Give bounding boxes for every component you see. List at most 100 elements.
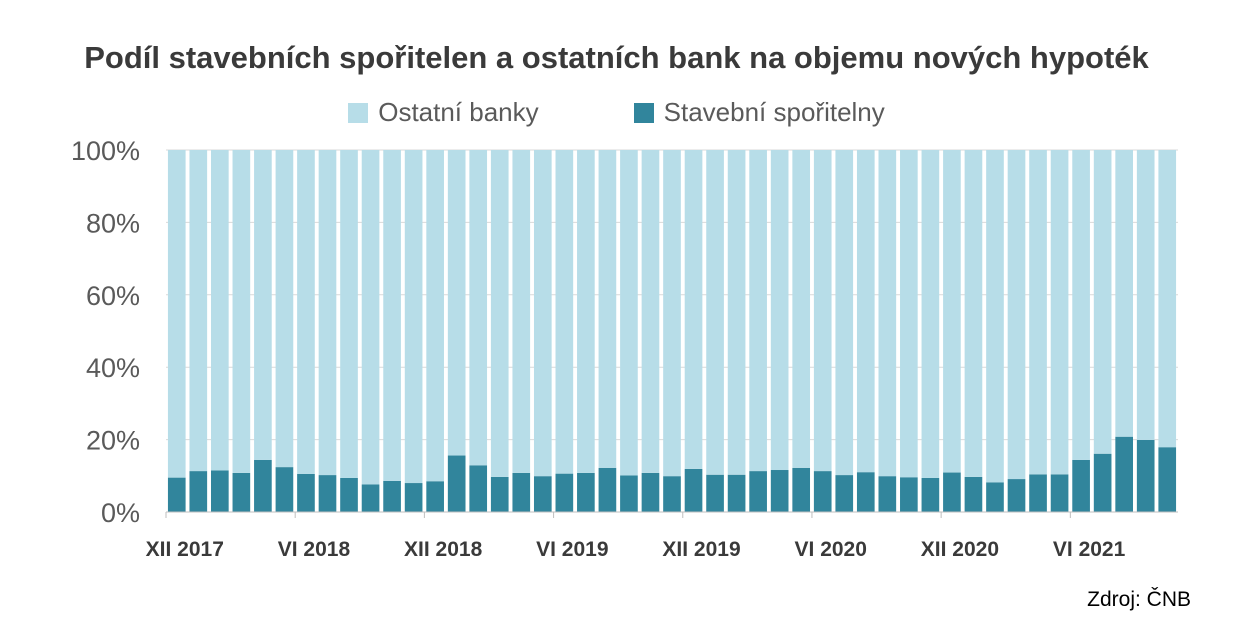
bar-ostatni-banky xyxy=(297,150,315,474)
bar-stavebni-sporitelny xyxy=(749,471,767,512)
y-tick-label: 60% xyxy=(86,281,140,311)
legend: Ostatní banky Stavební spořitelny xyxy=(0,97,1233,128)
bar-ostatni-banky xyxy=(663,150,681,477)
bar-ostatni-banky xyxy=(490,150,509,477)
bar-stavebni-sporitelny xyxy=(878,476,897,512)
bar-ostatni-banky xyxy=(167,150,186,478)
bar-stavebni-sporitelny xyxy=(598,467,617,512)
chart-title: Podíl stavebních spořitelen a ostatních … xyxy=(84,40,1149,75)
bar-stavebni-sporitelny xyxy=(620,475,638,512)
bar-ostatni-banky xyxy=(361,150,380,485)
bar-ostatni-banky xyxy=(426,150,444,482)
bar-stavebni-sporitelny xyxy=(770,470,789,512)
bar-ostatni-banky xyxy=(1072,150,1090,460)
bar-ostatni-banky xyxy=(964,150,983,477)
bar-ostatni-banky xyxy=(1115,150,1133,437)
bar-ostatni-banky xyxy=(986,150,1004,483)
bar-ostatni-banky xyxy=(921,150,940,478)
y-tick-label: 80% xyxy=(86,208,140,238)
bar-stavebni-sporitelny xyxy=(447,455,466,512)
bar-ostatni-banky xyxy=(706,150,724,475)
bar-ostatni-banky xyxy=(447,150,466,456)
legend-swatch-stavebni-sporitelny xyxy=(633,102,654,123)
bar-ostatni-banky xyxy=(684,150,703,469)
bar-stavebni-sporitelny xyxy=(533,476,552,512)
bar-stavebni-sporitelny xyxy=(383,480,401,512)
bar-stavebni-sporitelny xyxy=(813,471,832,512)
bar-ostatni-banky xyxy=(856,150,875,473)
bar-stavebni-sporitelny xyxy=(1158,447,1177,512)
legend-label-stavebni-sporitelny: Stavební spořitelny xyxy=(663,97,885,127)
bar-stavebni-sporitelny xyxy=(856,472,875,512)
y-tick-label: 0% xyxy=(101,498,140,528)
bar-stavebni-sporitelny xyxy=(900,477,918,512)
bar-stavebni-sporitelny xyxy=(167,477,186,512)
x-tick-label: XII 2017 xyxy=(146,538,224,561)
x-tick-label: XII 2018 xyxy=(404,538,483,561)
bar-ostatni-banky xyxy=(254,150,272,460)
legend-label-ostatni-banky: Ostatní banky xyxy=(378,97,539,127)
bar-ostatni-banky xyxy=(404,150,423,484)
bar-stavebni-sporitelny xyxy=(254,459,272,512)
bar-stavebni-sporitelny xyxy=(404,483,423,512)
bar-ostatni-banky xyxy=(1007,150,1026,480)
bar-stavebni-sporitelny xyxy=(792,467,811,512)
bar-ostatni-banky xyxy=(1136,150,1155,440)
bar-stavebni-sporitelny xyxy=(340,477,358,512)
legend-swatch-ostatni-banky xyxy=(348,102,369,123)
legend-item-ostatni-banky: Ostatní banky xyxy=(348,97,539,128)
bar-ostatni-banky xyxy=(770,150,789,471)
legend-item-stavebni-sporitelny: Stavební spořitelny xyxy=(633,97,885,128)
bar-ostatni-banky xyxy=(577,150,595,473)
bar-stavebni-sporitelny xyxy=(943,472,961,512)
bar-stavebni-sporitelny xyxy=(706,474,724,512)
bar-ostatni-banky xyxy=(835,150,854,476)
bar-stavebni-sporitelny xyxy=(469,465,488,512)
bar-ostatni-banky xyxy=(1050,150,1069,475)
bar-stavebni-sporitelny xyxy=(1093,453,1112,512)
bar-ostatni-banky xyxy=(620,150,638,476)
bar-stavebni-sporitelny xyxy=(1029,474,1047,512)
bar-stavebni-sporitelny xyxy=(986,482,1004,512)
x-tick-label: XII 2020 xyxy=(921,538,999,561)
bar-ostatni-banky xyxy=(275,150,294,468)
bar-ostatni-banky xyxy=(533,150,552,477)
x-tick-label: VI 2018 xyxy=(278,538,351,561)
x-tick-label: XII 2019 xyxy=(662,538,740,561)
bar-ostatni-banky xyxy=(641,150,660,473)
bar-ostatni-banky xyxy=(878,150,897,477)
bar-stavebni-sporitelny xyxy=(275,467,294,512)
bar-ostatni-banky xyxy=(555,150,574,474)
bar-stavebni-sporitelny xyxy=(641,472,660,512)
y-tick-label: 20% xyxy=(86,426,140,456)
bar-ostatni-banky xyxy=(943,150,961,473)
bar-ostatni-banky xyxy=(813,150,832,472)
bar-ostatni-banky xyxy=(749,150,767,472)
y-tick-label: 100% xyxy=(71,136,140,166)
bar-stavebni-sporitelny xyxy=(1050,474,1069,512)
bar-ostatni-banky xyxy=(469,150,488,466)
bar-ostatni-banky xyxy=(340,150,358,478)
x-tick-label: VI 2019 xyxy=(536,538,608,561)
bar-stavebni-sporitelny xyxy=(512,472,531,512)
bar-ostatni-banky xyxy=(318,150,337,476)
bar-ostatni-banky xyxy=(792,150,811,468)
bar-stavebni-sporitelny xyxy=(211,470,229,512)
bar-ostatni-banky xyxy=(900,150,918,478)
bar-stavebni-sporitelny xyxy=(318,475,337,512)
bar-stavebni-sporitelny xyxy=(835,475,854,512)
bar-stavebni-sporitelny xyxy=(297,473,315,512)
source-note: Zdroj: ČNB xyxy=(1087,588,1191,611)
bar-stavebni-sporitelny xyxy=(189,471,208,512)
bar-ostatni-banky xyxy=(189,150,208,472)
bar-stavebni-sporitelny xyxy=(964,476,983,512)
bar-ostatni-banky xyxy=(1093,150,1112,454)
bar-stavebni-sporitelny xyxy=(426,481,444,512)
x-tick-label: VI 2021 xyxy=(1053,538,1126,561)
bar-stavebni-sporitelny xyxy=(361,484,380,512)
bar-ostatni-banky xyxy=(1158,150,1177,448)
bar-stavebni-sporitelny xyxy=(577,472,595,512)
bar-ostatni-banky xyxy=(727,150,746,475)
bar-stavebni-sporitelny xyxy=(232,472,251,512)
